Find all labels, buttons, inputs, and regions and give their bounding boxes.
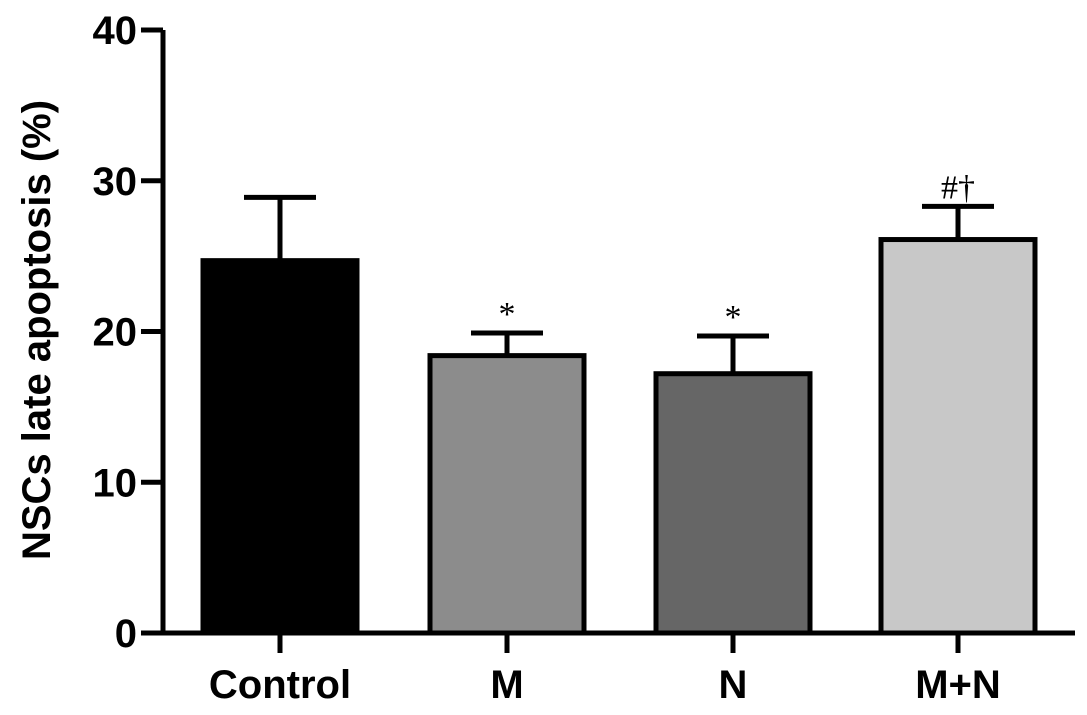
y-axis-title: NSCs late apoptosis (%) bbox=[15, 100, 59, 560]
significance-label: * bbox=[499, 296, 516, 333]
bar-3 bbox=[878, 237, 1038, 636]
x-tick-label: Control bbox=[209, 663, 351, 707]
bar-0 bbox=[200, 258, 360, 636]
bar-1 bbox=[427, 353, 587, 636]
x-tick-label: M bbox=[490, 663, 523, 707]
significance-label: * bbox=[725, 299, 742, 336]
bars bbox=[200, 194, 1038, 636]
y-tick-label: 0 bbox=[115, 612, 137, 656]
x-tick-label: M+N bbox=[915, 663, 1001, 707]
labels: 0 10 20 30 40 Control M * N * M+N #† bbox=[93, 9, 1001, 707]
x-tick-label: N bbox=[719, 663, 748, 707]
bar-2 bbox=[653, 371, 813, 636]
y-tick-label: 10 bbox=[93, 461, 138, 505]
y-tick-label: 30 bbox=[93, 160, 138, 204]
y-tick-label: 40 bbox=[93, 9, 138, 53]
y-tick-label: 20 bbox=[93, 311, 138, 355]
significance-label: #† bbox=[941, 169, 975, 206]
